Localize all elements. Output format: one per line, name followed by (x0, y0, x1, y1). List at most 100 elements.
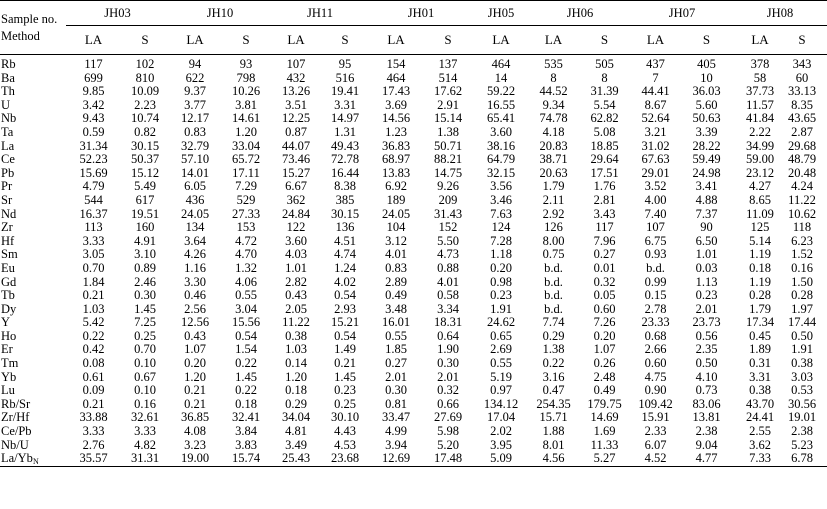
value-cell: 0.87 (285, 124, 307, 139)
table-row: Sm 3.05 3.10 4.26 4.70 4.03 4.74 4.01 4.73 1.18 0.… (0, 248, 827, 262)
value-cell: 2.66 (644, 342, 667, 357)
value-cell: 1.01 (695, 247, 718, 262)
element-label-text: Sr (1, 192, 13, 207)
value-cell: 59.49 (692, 152, 721, 167)
method-header: LA (473, 25, 529, 55)
table-row: Ho 0.22 0.25 0.43 0.54 0.38 0.54 0.55 0.64 0.65 0.… (0, 328, 827, 344)
table-row: Ta 0.59 0.82 0.83 1.20 0.87 1.31 1.23 1.38 3.60 4.… (0, 124, 827, 140)
value-cell: 4.91 (134, 233, 156, 248)
value-cell: 15.91 (641, 410, 670, 425)
value-cell: 5.14 (749, 233, 771, 248)
value-cell: 5.50 (437, 233, 459, 248)
value-cell: 107 (646, 220, 665, 235)
value-cell: 32.41 (231, 410, 261, 425)
value-cell: 1.97 (791, 301, 813, 316)
value-cell: 6.75 (644, 233, 667, 248)
element-label-text: Ho (1, 328, 17, 343)
value-cell: 2.81 (593, 192, 616, 207)
value-cell: 1.45 (134, 301, 156, 316)
element-label: Ho (0, 328, 66, 344)
value-cell: 8.35 (791, 97, 813, 112)
spacer-cell (817, 153, 827, 167)
sample-header: JH06 (529, 0, 631, 26)
value-cell: 12.56 (180, 315, 210, 330)
element-label-text: Tb (1, 288, 15, 303)
value-cell: 31.31 (121, 451, 169, 467)
value-cell: 0.18 (749, 260, 771, 275)
value-cell: 1.20 (235, 124, 257, 139)
value-cell: 0.22 (235, 356, 257, 371)
element-label: Hf (0, 234, 66, 249)
value-cell: 117 (84, 57, 103, 71)
value-cell: 122 (286, 220, 306, 235)
value-cell: 1.18 (490, 247, 512, 262)
value-cell: 33.04 (231, 138, 261, 153)
value-cell: 34.99 (745, 138, 775, 153)
value-cell: 0.22 (542, 356, 565, 371)
value-cell: 12.25 (281, 111, 311, 126)
value-cell: 60 (795, 70, 809, 85)
spacer-cell (817, 112, 827, 126)
value-cell: 160 (135, 220, 155, 235)
value-cell: 2.87 (791, 124, 813, 139)
geochemistry-table: Sample no. Method JH03 JH10 JH11 JH01 JH05 JH… (0, 0, 827, 467)
value-cell: 2.23 (134, 97, 156, 112)
value-cell: 0.25 (334, 396, 356, 411)
value-cell: 7.29 (235, 179, 257, 194)
value-cell: 8.67 (644, 97, 667, 112)
element-label: Lu (0, 383, 66, 398)
value-cell: 3.21 (644, 124, 667, 139)
element-label-text: Rb (1, 57, 16, 71)
value-cell: 436 (185, 192, 205, 207)
element-label-subscript: N (32, 457, 39, 467)
value-cell: 3.39 (695, 124, 718, 139)
value-cell: 43.70 (745, 396, 775, 411)
value-cell: 0.60 (644, 356, 667, 371)
value-cell: 254.35 (536, 396, 571, 411)
element-label: Sr (0, 192, 66, 208)
value-cell: 0.45 (749, 328, 771, 343)
value-cell: 4.18 (542, 124, 565, 139)
value-cell: 5.42 (82, 315, 105, 330)
spacer-cell (817, 289, 827, 303)
value-cell: 65.41 (486, 111, 516, 126)
value-cell: 7.33 (733, 451, 787, 467)
method-header: LA (169, 25, 221, 55)
value-cell: 0.31 (749, 356, 771, 371)
value-cell: 36.03 (692, 84, 721, 99)
table-row: La/YbN 35.57 31.31 19.00 15.74 25.43 23.68 12.6… (0, 451, 827, 467)
value-cell: 0.20 (490, 260, 512, 275)
spacer-cell (817, 208, 827, 222)
value-cell: 362 (286, 192, 306, 207)
value-cell: 0.47 (542, 383, 565, 398)
value-cell: 4.01 (437, 274, 459, 289)
value-cell: 3.10 (134, 247, 156, 262)
value-cell: 699 (84, 70, 103, 85)
element-label: Nd (0, 207, 66, 222)
sample-header-row: Sample no. Method JH03 JH10 JH11 JH01 JH05 JH… (0, 0, 827, 55)
value-cell: 2.11 (542, 192, 565, 207)
value-cell: 4.99 (385, 424, 407, 439)
value-cell: 44.52 (539, 84, 568, 99)
value-cell: 0.09 (82, 383, 105, 398)
value-cell: 0.38 (285, 328, 307, 343)
spacer-cell (817, 25, 827, 55)
value-cell: 0.46 (184, 288, 206, 303)
value-cell: 0.22 (82, 328, 105, 343)
value-cell: 0.89 (134, 260, 156, 275)
value-cell: 0.43 (184, 328, 206, 343)
value-cell: 2.48 (593, 369, 616, 384)
value-cell: 0.49 (593, 383, 616, 398)
value-cell: 124 (491, 220, 511, 235)
spacer-cell (817, 126, 827, 140)
value-cell: 622 (185, 70, 205, 85)
element-label-text: Th (1, 84, 15, 99)
value-cell: 6.50 (695, 233, 718, 248)
value-cell: 29.68 (787, 138, 817, 153)
value-cell: 3.52 (644, 179, 667, 194)
method-header: S (121, 25, 169, 55)
value-cell: 4.08 (184, 424, 206, 439)
value-cell: 7.96 (593, 233, 616, 248)
value-cell: 109.42 (638, 396, 673, 411)
value-cell: 17.48 (423, 451, 473, 467)
